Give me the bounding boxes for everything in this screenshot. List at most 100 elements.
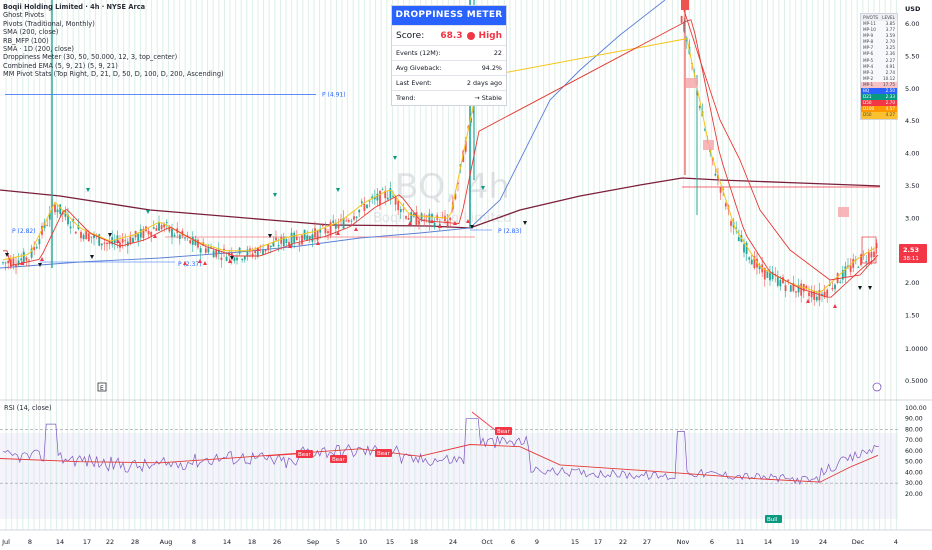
triangle-up-marker — [316, 241, 320, 245]
candle-body — [59, 204, 62, 215]
pivot-table-header: PIVOTS LEVEL — [861, 14, 897, 21]
triangle-up-marker — [153, 234, 157, 238]
candle-body — [15, 264, 17, 267]
pivot-table-row: D50 4.27 — [861, 112, 897, 119]
triangle-up-marker — [430, 219, 434, 223]
indicator-mm-pivot-stats[interactable]: MM Pivot Stats (Top Right, D, 21, D, 50,… — [3, 70, 224, 79]
price-layer: P (4.91) P (2.82) P (2.37) P (2.83) BQ, 4h Bo… — [0, 0, 882, 392]
pivot-table-row: MP-5 2.27 — [861, 58, 897, 64]
candle-body — [43, 222, 46, 228]
pivot-row-level: 3.59 — [885, 33, 895, 39]
countdown-label: 38:11 — [903, 256, 919, 262]
pivot-row-name: MP-6 — [863, 51, 874, 57]
pivot-marker-box — [838, 207, 849, 217]
candle-body — [295, 236, 298, 241]
indicator-sma-1d[interactable]: SMA · 1D (200, close) — [3, 45, 74, 54]
pivot-label: P (4.91) — [322, 92, 346, 99]
date-tick-label: Sep — [307, 538, 319, 546]
triangle-up-marker — [228, 259, 232, 263]
row-label: Events (12M): — [396, 49, 441, 57]
pivot-label: P (2.82) — [12, 228, 36, 235]
triangle-up-marker — [256, 247, 260, 251]
triangle-green-marker — [336, 188, 340, 192]
date-tick-label: 18 — [248, 538, 256, 546]
date-tick-label: 8 — [192, 538, 196, 546]
candle-body — [28, 259, 30, 261]
candle-body — [204, 248, 207, 253]
pivot-table-row: D50 2.70 — [861, 100, 897, 107]
candle-body — [423, 219, 426, 221]
candle-body — [165, 222, 168, 224]
pivot-table-row: MP-1 17.75 — [861, 81, 897, 89]
candle-body — [342, 217, 345, 229]
rsi-signal-badge — [375, 449, 392, 457]
triangle-down-marker — [868, 286, 872, 290]
droppiness-title: DROPPINESS METER — [392, 6, 506, 25]
date-tick-label: 22 — [106, 538, 114, 546]
candle-body — [303, 229, 306, 240]
indicator-pivots[interactable]: Pivots (Traditional, Monthly) — [3, 19, 95, 28]
score-value: 68.3 — [440, 30, 463, 41]
indicator-combined-ema[interactable]: Combined EMA (5, 9, 21) (5, 9, 21) — [3, 61, 118, 70]
indicator-ghost-pivots[interactable]: Ghost Pivots — [3, 11, 45, 20]
date-tick-label: 15 — [571, 538, 579, 546]
score-label: Score: — [396, 30, 425, 41]
candle-body — [808, 292, 810, 296]
candle-body — [735, 227, 738, 229]
date-tick-label: 6 — [511, 538, 515, 546]
candle-body — [275, 237, 277, 241]
droppiness-row: Last Event: 2 days ago — [392, 75, 506, 90]
candle-body — [449, 217, 452, 221]
date-tick-label: 17 — [594, 538, 602, 546]
candle-body — [821, 293, 823, 296]
rsi-tick-label: 60.00 — [905, 448, 923, 455]
candle-body — [368, 200, 371, 202]
date-tick-label: 28 — [131, 538, 139, 546]
indicator-sma200[interactable]: SMA (200, close) — [3, 28, 59, 37]
pivot-table-row: MP-8 2.70 — [861, 39, 897, 45]
pivot-row-name: D50 — [863, 100, 872, 106]
rsi-signal-label: Bear — [298, 452, 312, 458]
triangle-green-marker — [393, 156, 397, 160]
candle-body — [197, 239, 199, 248]
candle-body — [168, 225, 171, 232]
date-tick-label: 24 — [819, 538, 827, 546]
candle-body — [41, 225, 43, 235]
triangle-up-marker — [806, 299, 810, 303]
pivot-row-level: 2.36 — [885, 51, 895, 57]
triangle-down-marker — [90, 255, 94, 259]
candle-body — [405, 216, 407, 219]
indicator-rb-mfp[interactable]: RB_MFP (100) — [3, 36, 49, 45]
candle-body — [61, 212, 64, 215]
candle-body — [792, 282, 795, 292]
pivot-table-row: MP-6 2.36 — [861, 51, 897, 57]
triangle-up-marker — [203, 261, 207, 265]
date-tick-label: 19 — [791, 538, 799, 546]
price-tick-label: 3.50 — [905, 182, 919, 190]
triangle-green-marker — [481, 186, 485, 190]
date-tick-label: Nov — [677, 538, 690, 546]
last-price-badge — [899, 244, 927, 263]
candle-body — [454, 193, 457, 199]
candle-body — [329, 222, 332, 236]
candle-body — [719, 187, 722, 193]
candle-body — [771, 271, 774, 280]
symbol-title[interactable]: Boqii Holding Limited · 4h · NYSE Arca — [3, 3, 146, 11]
candle-body — [113, 240, 116, 244]
pivot-row-level: 10.12 — [883, 75, 895, 81]
triangle-up-marker — [408, 221, 412, 225]
candle-body — [98, 234, 101, 246]
indicator-droppiness[interactable]: Droppiness Meter (30, 50, 50.000, 12, 3,… — [3, 53, 178, 62]
candle-body — [433, 222, 436, 228]
candle-body — [704, 128, 706, 131]
candle-body — [332, 220, 335, 223]
rsi-tick-label: 20.00 — [905, 491, 923, 498]
pivot-stats-table: PIVOTS LEVEL MP-11 3.85 MP-10 3.77 MP-9 3.59 M… — [860, 13, 898, 120]
rsi-signal-badge — [765, 515, 782, 523]
candle-body — [293, 232, 296, 243]
candle-body — [418, 220, 420, 225]
pivot-row-name: BQ — [863, 88, 870, 94]
candle-body — [69, 226, 72, 229]
candle-body — [90, 236, 93, 238]
candle-body — [470, 117, 472, 123]
